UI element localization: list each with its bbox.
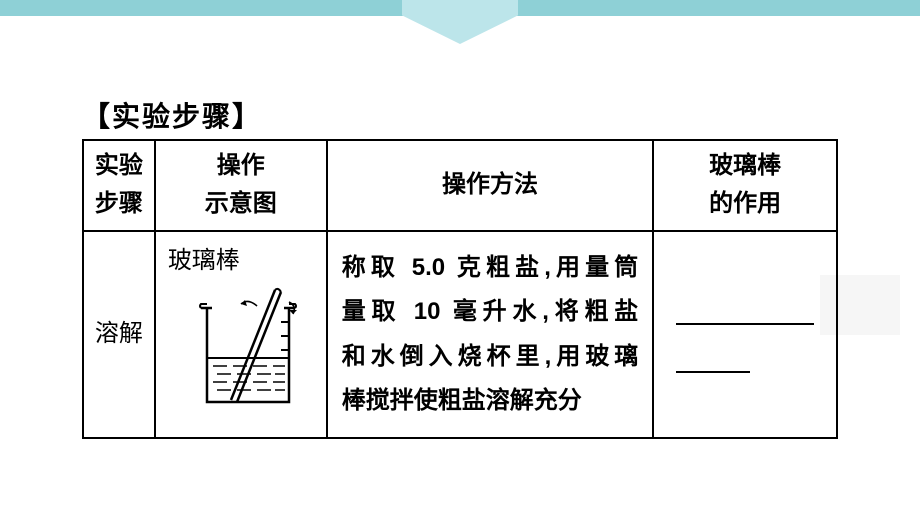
method-cell: 称取 5.0 克粗盐,用量筒 量取 10 毫升水,将粗盐 和水倒入烧杯里,用玻璃… [327, 231, 654, 439]
chevron-down-decor [402, 0, 518, 50]
header-diagram-l1: 操作 [217, 153, 265, 179]
header-rod: 玻璃棒 的作用 [653, 140, 837, 231]
beaker-diagram [171, 260, 311, 410]
method-l4: 棒搅拌使粗盐溶解充分 [342, 379, 639, 423]
blank-line-1 [676, 287, 814, 325]
header-step: 实验 步骤 [83, 140, 155, 231]
section-title: 【实验步骤】 [82, 95, 262, 135]
header-rod-l2: 的作用 [709, 191, 781, 217]
method-l3: 和水倒入烧杯里,用玻璃 [342, 335, 639, 379]
header-diagram-l2: 示意图 [205, 191, 277, 217]
method-l2: 量取 10 毫升水,将粗盐 [342, 290, 639, 334]
table-header-row: 实验 步骤 操作 示意图 操作方法 玻璃棒 的作用 [83, 140, 837, 231]
experiment-table: 实验 步骤 操作 示意图 操作方法 玻璃棒 的作用 溶解 玻璃棒 [82, 139, 838, 439]
table-row: 溶解 玻璃棒 [83, 231, 837, 439]
header-rod-l1: 玻璃棒 [709, 153, 781, 179]
header-diagram: 操作 示意图 [155, 140, 327, 231]
diagram-cell: 玻璃棒 [155, 231, 327, 439]
step-cell: 溶解 [83, 231, 155, 439]
blank-line-2 [676, 335, 750, 373]
header-step-l1: 实验 [95, 153, 143, 179]
rod-cell [653, 231, 837, 439]
beaker-rod-label: 玻璃棒 [168, 242, 240, 280]
header-method: 操作方法 [327, 140, 654, 231]
header-step-l2: 步骤 [95, 191, 143, 217]
method-l1: 称取 5.0 克粗盐,用量筒 [342, 246, 639, 290]
